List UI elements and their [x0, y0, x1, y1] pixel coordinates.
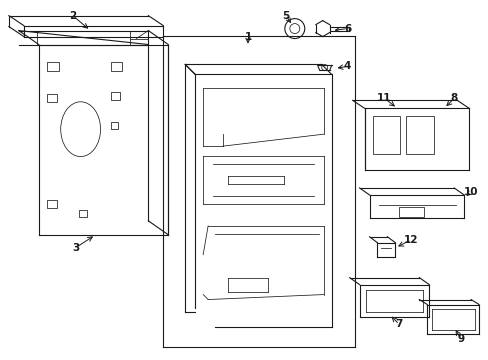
Bar: [47, 200, 57, 208]
Text: 10: 10: [463, 187, 477, 197]
Text: 8: 8: [449, 93, 457, 103]
Bar: [110, 92, 120, 100]
Text: 11: 11: [376, 93, 391, 103]
Text: 12: 12: [403, 235, 418, 245]
Text: 1: 1: [244, 32, 251, 41]
Text: 6: 6: [343, 24, 350, 33]
Bar: [47, 94, 57, 102]
Bar: [47, 62, 59, 71]
Text: 4: 4: [343, 62, 350, 71]
Text: 5: 5: [282, 11, 289, 21]
Bar: [406, 116, 433, 154]
Bar: [110, 62, 122, 71]
Bar: [399, 207, 424, 217]
Text: 9: 9: [457, 334, 464, 345]
Bar: [372, 116, 400, 154]
Bar: [110, 122, 118, 129]
Bar: [79, 210, 86, 217]
Text: 7: 7: [395, 319, 402, 329]
Text: 2: 2: [69, 11, 76, 21]
Text: 3: 3: [72, 243, 79, 253]
